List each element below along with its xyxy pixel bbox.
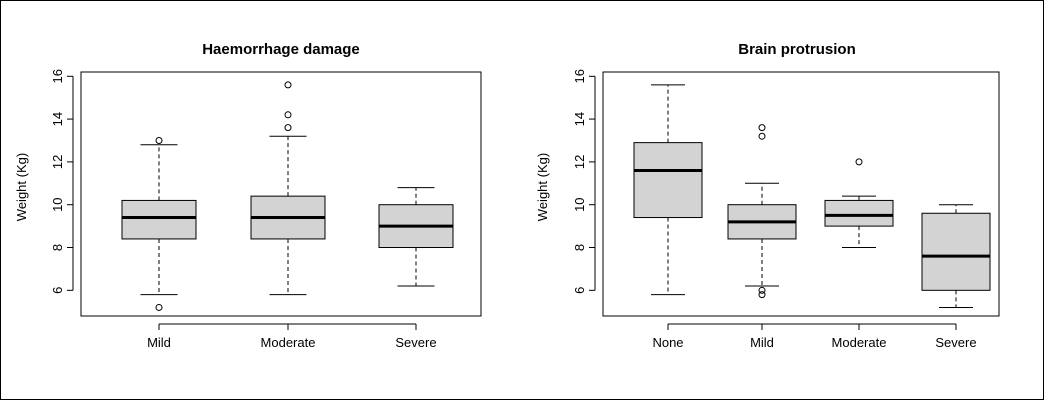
- y-tick-label: 8: [50, 244, 65, 251]
- y-tick-label: 16: [572, 69, 587, 83]
- outlier-point: [758, 286, 766, 294]
- x-tick-label: None: [652, 335, 683, 350]
- y-tick-label: 16: [50, 69, 65, 83]
- outlier-point: [855, 158, 863, 166]
- y-tick-label: 12: [572, 155, 587, 169]
- plot-area-border: [602, 71, 1000, 317]
- chart-title: Haemorrhage damage: [202, 41, 360, 58]
- box-none: [633, 84, 703, 296]
- outlier-point: [758, 124, 766, 132]
- x-axis: None Mild Moderate Severe: [652, 323, 977, 350]
- x-tick-label: Severe: [395, 335, 436, 350]
- y-tick-label: 8: [572, 244, 587, 251]
- outlier-point: [284, 111, 292, 119]
- box-moderate: [250, 81, 326, 296]
- y-axis: 6 8 10 12 14 16: [572, 69, 596, 294]
- x-tick-label: Moderate: [261, 335, 316, 350]
- iqr-box: [121, 199, 197, 240]
- outlier-point: [155, 303, 163, 311]
- box-mild: [727, 124, 797, 299]
- plot-area-border: [80, 71, 482, 317]
- outlier-point: [758, 132, 766, 140]
- box-marks: [633, 84, 991, 308]
- box-mild: [121, 136, 197, 311]
- box-severe: [921, 204, 991, 308]
- x-tick-label: Mild: [147, 335, 171, 350]
- iqr-box: [824, 199, 894, 227]
- y-tick-label: 6: [572, 287, 587, 294]
- y-tick-label: 6: [50, 287, 65, 294]
- y-tick-label: 12: [50, 155, 65, 169]
- iqr-box: [633, 142, 703, 219]
- outlier-point: [284, 124, 292, 132]
- chart-title: Brain protrusion: [738, 41, 856, 58]
- x-tick-label: Moderate: [832, 335, 887, 350]
- iqr-box: [921, 212, 991, 291]
- x-tick-label: Mild: [750, 335, 774, 350]
- y-axis-label: Weight (Kg): [535, 153, 550, 221]
- outlier-point: [284, 81, 292, 89]
- y-tick-label: 10: [50, 197, 65, 211]
- x-axis: Mild Moderate Severe: [147, 323, 437, 350]
- box-marks: [121, 81, 454, 311]
- y-tick-label: 14: [572, 112, 587, 126]
- box-moderate: [824, 158, 894, 249]
- y-tick-label: 14: [50, 112, 65, 126]
- x-tick-label: Severe: [935, 335, 976, 350]
- panel-brain-protrusion: Brain protrusion Weight (Kg) 6810121416 …: [535, 41, 1000, 350]
- outlier-point: [758, 291, 766, 299]
- panel-haemorrhage-damage: Haemorrhage damage Weight (Kg) 6 8 10 12 14 1…: [14, 41, 482, 350]
- outlier-point: [155, 136, 163, 144]
- box-severe: [378, 187, 454, 287]
- y-tick-label: 10: [572, 197, 587, 211]
- y-axis-label: Weight (Kg): [14, 153, 29, 221]
- y-axis: 6 8 10 12 14 16: [50, 69, 74, 294]
